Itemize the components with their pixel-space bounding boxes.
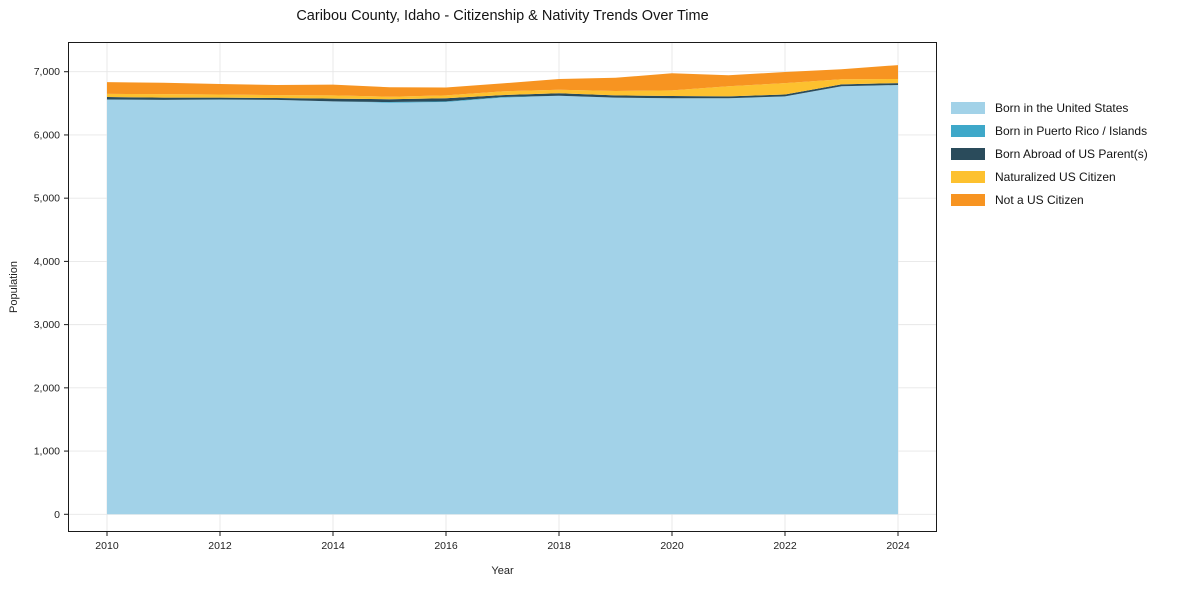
x-tick-label: 2016 bbox=[434, 540, 458, 552]
legend-label: Naturalized US Citizen bbox=[995, 170, 1116, 184]
plot-border bbox=[68, 42, 937, 532]
y-axis-label: Population bbox=[8, 261, 20, 313]
stacked-areas bbox=[106, 65, 899, 515]
tick-labels: 2010 2012 2014 2016 2018 2020 2022 2024 0 1,000 2,… bbox=[34, 66, 910, 552]
legend-item: Born Abroad of US Parent(s) bbox=[951, 147, 1148, 161]
y-tick-label: 4,000 bbox=[34, 256, 60, 268]
axis-ticks bbox=[64, 71, 899, 536]
y-tick-label: 3,000 bbox=[34, 319, 60, 331]
area-series-born-in-the-united-states bbox=[106, 84, 899, 515]
x-tick-label: 2010 bbox=[95, 540, 119, 552]
legend-swatch bbox=[951, 194, 985, 206]
area-series-naturalized-us-citizen bbox=[106, 78, 899, 100]
legend-swatch bbox=[951, 125, 985, 137]
x-tick-label: 2014 bbox=[321, 540, 345, 552]
legend-label: Born in the United States bbox=[995, 101, 1129, 115]
y-tick-label: 6,000 bbox=[34, 129, 60, 141]
legend-item: Born in the United States bbox=[951, 101, 1148, 115]
x-tick-label: 2012 bbox=[208, 540, 232, 552]
legend-item: Born in Puerto Rico / Islands bbox=[951, 124, 1148, 138]
x-tick-label: 2020 bbox=[660, 540, 684, 552]
x-tick-label: 2022 bbox=[773, 540, 797, 552]
area-series-born-abroad-of-us-parent-s bbox=[106, 83, 899, 103]
y-tick-label: 0 bbox=[54, 509, 60, 521]
legend-label: Born in Puerto Rico / Islands bbox=[995, 124, 1148, 138]
legend-item: Naturalized US Citizen bbox=[951, 170, 1148, 184]
chart-title: Caribou County, Idaho - Citizenship & Na… bbox=[296, 8, 709, 24]
y-tick-label: 1,000 bbox=[34, 446, 60, 458]
legend: Born in the United States Born in Puerto … bbox=[951, 101, 1148, 207]
y-tick-label: 7,000 bbox=[34, 66, 60, 78]
legend-item: Not a US Citizen bbox=[951, 193, 1148, 207]
y-tick-label: 5,000 bbox=[34, 193, 60, 205]
legend-swatch bbox=[951, 171, 985, 183]
x-axis-label: Year bbox=[491, 565, 514, 577]
y-tick-label: 2,000 bbox=[34, 382, 60, 394]
legend-swatch bbox=[951, 102, 985, 114]
legend-swatch bbox=[951, 148, 985, 160]
area-series-not-a-us-citizen bbox=[106, 65, 899, 97]
legend-label: Born Abroad of US Parent(s) bbox=[995, 147, 1148, 161]
x-tick-label: 2024 bbox=[886, 540, 910, 552]
legend-label: Not a US Citizen bbox=[995, 193, 1084, 207]
x-tick-label: 2018 bbox=[547, 540, 571, 552]
